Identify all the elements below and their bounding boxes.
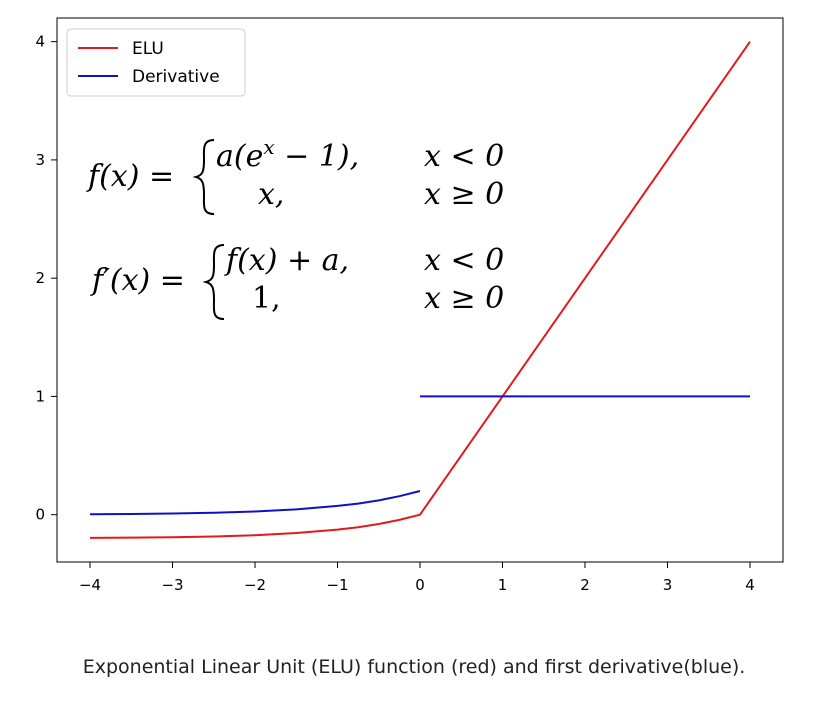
formula-f: f(x) = a(ex − 1), x < 0 x, x ≥ 0: [86, 135, 504, 215]
legend-label-derivative: Derivative: [132, 67, 220, 87]
formula-f-case2-expr: x,: [258, 177, 284, 212]
formula-fp-case1-cond: x < 0: [424, 243, 504, 278]
legend-label-elu: ELU: [132, 39, 164, 59]
y-tick-label: 4: [35, 33, 45, 51]
y-axis: 0 1 2 3 4: [35, 33, 57, 524]
x-tick-label: 3: [663, 576, 673, 594]
formula-fp-case2-expr: 1,: [252, 281, 281, 316]
formula-f-case1-expr: a(ex − 1),: [216, 135, 359, 174]
x-tick-label: 4: [745, 576, 755, 594]
series-line-derivative-segment-1: [89, 490, 421, 516]
x-tick-label: −4: [79, 576, 101, 594]
elu-chart: −4 −3 −2 −1 0 1 2 3 4 0 1 2 3 4 ELU Derivative f(x) …: [35, 17, 784, 594]
x-tick-label: 2: [580, 576, 590, 594]
formula-f-prime: f′(x) = f(x) + a, x < 0 1, x ≥ 0: [90, 243, 504, 320]
formula-fp-lhs: f′(x) =: [90, 263, 185, 298]
y-tick-label: 2: [35, 269, 45, 287]
x-tick-label: −3: [161, 576, 183, 594]
x-axis: −4 −3 −2 −1 0 1 2 3 4: [79, 562, 755, 594]
formula-f-lhs: f(x) =: [86, 159, 174, 194]
formula-fp-case2-cond: x ≥ 0: [424, 281, 504, 316]
legend: ELU Derivative: [66, 28, 246, 97]
x-tick-label: 1: [498, 576, 508, 594]
formula-fp-case1-expr: f(x) + a,: [224, 243, 349, 278]
figure-caption: Exponential Linear Unit (ELU) function (…: [82, 656, 746, 678]
series-line-elu: [89, 41, 751, 539]
x-tick-label: 0: [415, 576, 425, 594]
formula-f-case1-cond: x < 0: [424, 139, 504, 174]
formula-f-case2-cond: x ≥ 0: [424, 177, 504, 212]
y-tick-label: 1: [35, 387, 45, 405]
plot-area: [56, 17, 784, 563]
y-tick-label: 3: [35, 151, 45, 169]
formula-f-brace: [192, 139, 215, 215]
x-tick-label: −2: [244, 576, 266, 594]
formula-fp-brace: [202, 244, 225, 320]
x-tick-label: −1: [326, 576, 348, 594]
y-tick-label: 0: [35, 506, 45, 524]
series-layer: [89, 41, 751, 539]
